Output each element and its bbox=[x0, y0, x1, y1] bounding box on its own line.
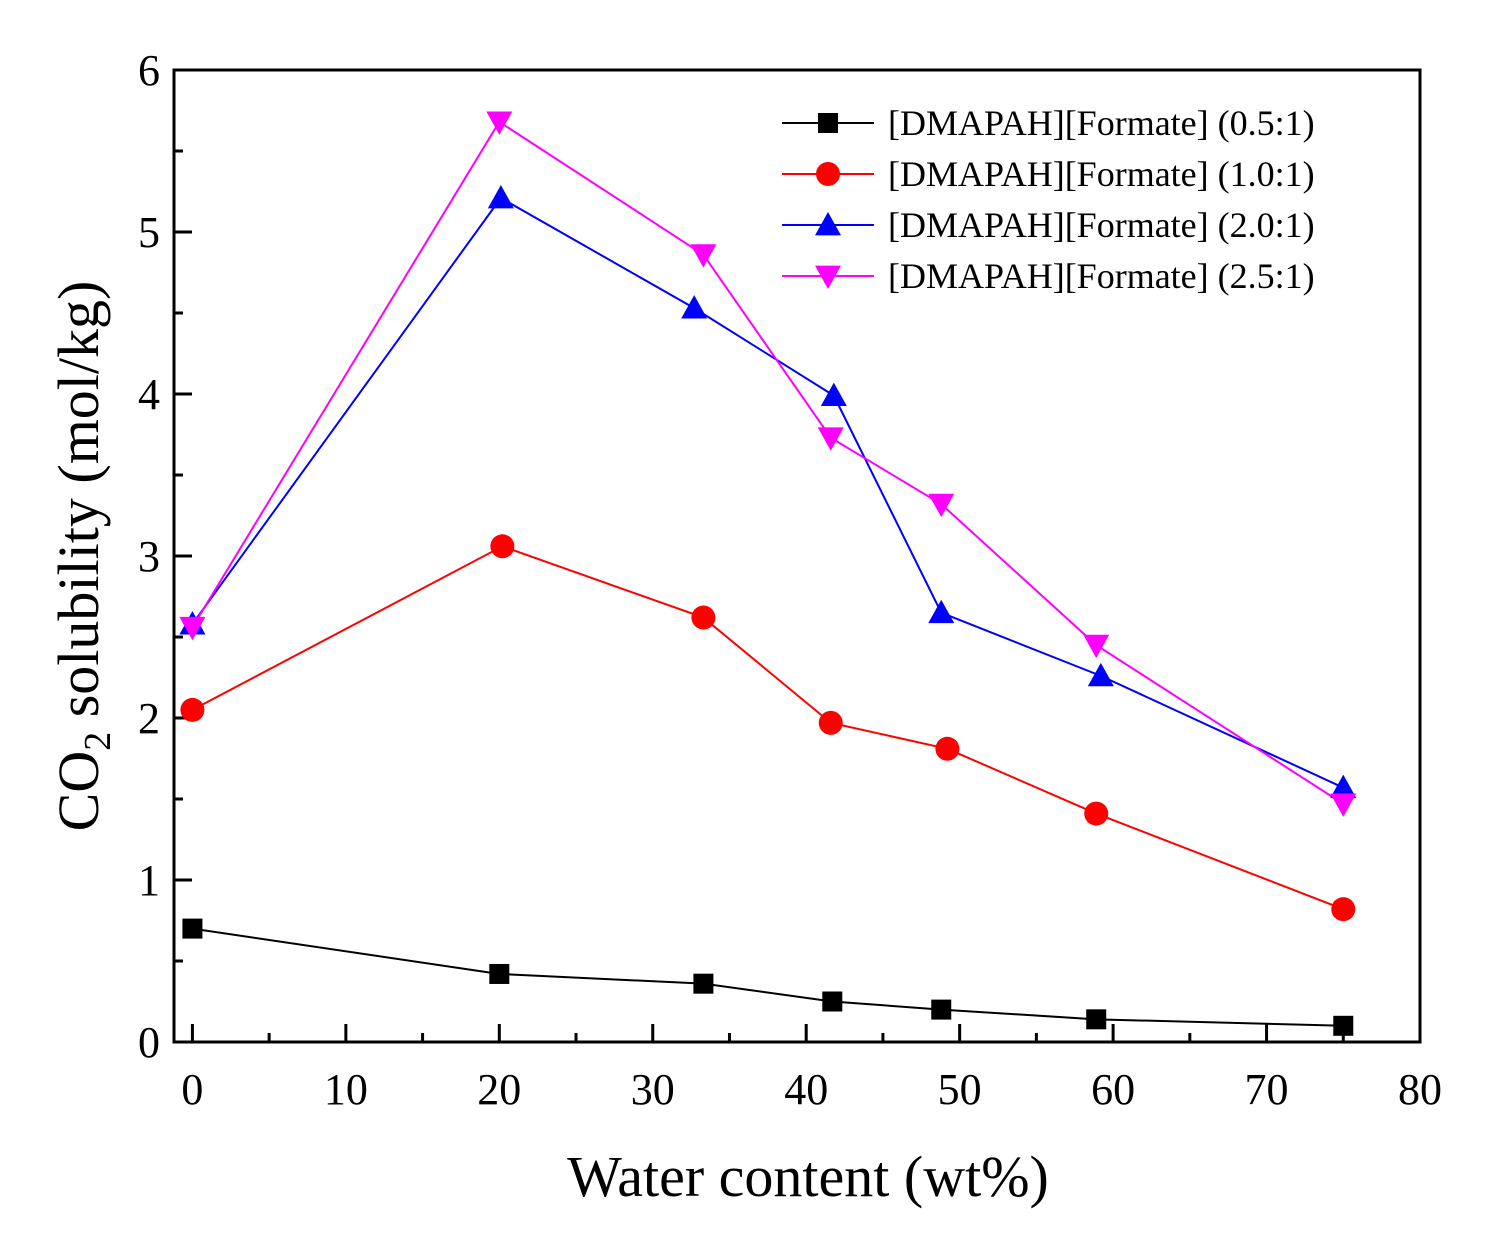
axis-tick-labels: 0 10 20 30 40 50 60 70 80 0 1 2 3 4 5 6 bbox=[138, 46, 1442, 1114]
x-tick-label: 60 bbox=[1091, 1065, 1135, 1114]
y-tick-label: 6 bbox=[138, 46, 160, 95]
data-point bbox=[820, 382, 847, 407]
series-line-0 bbox=[192, 927, 1344, 1027]
y-tick-label: 0 bbox=[138, 1018, 160, 1067]
data-point bbox=[1087, 662, 1114, 687]
y-tick-label: 4 bbox=[138, 370, 160, 419]
y-axis-title-rest: solubility (mol/kg) bbox=[46, 281, 111, 732]
data-point bbox=[681, 295, 708, 319]
data-point bbox=[818, 710, 843, 735]
data-point bbox=[928, 599, 955, 624]
x-tick-label: 30 bbox=[631, 1065, 675, 1114]
data-point bbox=[1084, 801, 1109, 826]
y-axis-title: CO2 solubility (mol/kg) bbox=[46, 281, 119, 832]
data-point bbox=[490, 534, 515, 559]
series-line-1 bbox=[191, 545, 1344, 911]
legend: [DMAPAH][Formate] (0.5:1) [DMAPAH][Format… bbox=[782, 103, 1315, 296]
data-point bbox=[1083, 634, 1110, 659]
x-tick-label: 40 bbox=[784, 1065, 828, 1114]
data-point bbox=[1333, 1015, 1354, 1036]
x-tick-label: 10 bbox=[324, 1065, 368, 1114]
data-point bbox=[690, 244, 717, 268]
x-axis-title: Water content (wt%) bbox=[567, 1144, 1049, 1209]
y-axis-title-subscript: 2 bbox=[77, 732, 119, 751]
x-tick-label: 80 bbox=[1398, 1065, 1442, 1114]
data-point bbox=[928, 493, 955, 518]
data-point bbox=[486, 111, 513, 135]
x-tick-label: 0 bbox=[181, 1065, 203, 1114]
legend-label-0: [DMAPAH][Formate] (0.5:1) bbox=[888, 103, 1315, 143]
legend-label-3: [DMAPAH][Formate] (2.5:1) bbox=[888, 256, 1315, 296]
x-tick-label: 70 bbox=[1245, 1065, 1289, 1114]
x-tick-label: 50 bbox=[938, 1065, 982, 1114]
legend-marker-3 bbox=[815, 265, 841, 289]
series-markers bbox=[179, 111, 1357, 1036]
axis-ticks bbox=[174, 68, 1422, 1044]
legend-marker-0 bbox=[818, 113, 838, 133]
data-point bbox=[935, 736, 960, 761]
data-point bbox=[1330, 774, 1357, 799]
y-tick-label: 2 bbox=[138, 694, 160, 743]
y-axis-title-main: CO bbox=[46, 751, 111, 832]
legend-label-2: [DMAPAH][Formate] (2.0:1) bbox=[888, 205, 1315, 245]
data-point bbox=[487, 184, 514, 209]
legend-marker-2 bbox=[815, 212, 841, 236]
data-point bbox=[1330, 793, 1357, 817]
data-point bbox=[1331, 897, 1356, 922]
y-tick-label: 3 bbox=[138, 532, 160, 581]
data-point bbox=[179, 616, 206, 641]
data-point bbox=[180, 697, 205, 722]
legend-marker-1 bbox=[816, 162, 840, 186]
y-tick-label: 1 bbox=[138, 856, 160, 905]
data-point bbox=[693, 973, 714, 994]
data-point bbox=[1086, 1009, 1107, 1030]
data-point bbox=[931, 999, 952, 1020]
y-tick-label: 5 bbox=[138, 208, 160, 257]
legend-label-1: [DMAPAH][Formate] (1.0:1) bbox=[888, 154, 1315, 194]
data-point bbox=[489, 963, 510, 984]
data-point bbox=[817, 427, 844, 451]
x-tick-label: 20 bbox=[477, 1065, 521, 1114]
data-point bbox=[822, 991, 843, 1012]
data-point bbox=[182, 918, 203, 939]
data-point bbox=[691, 605, 716, 630]
